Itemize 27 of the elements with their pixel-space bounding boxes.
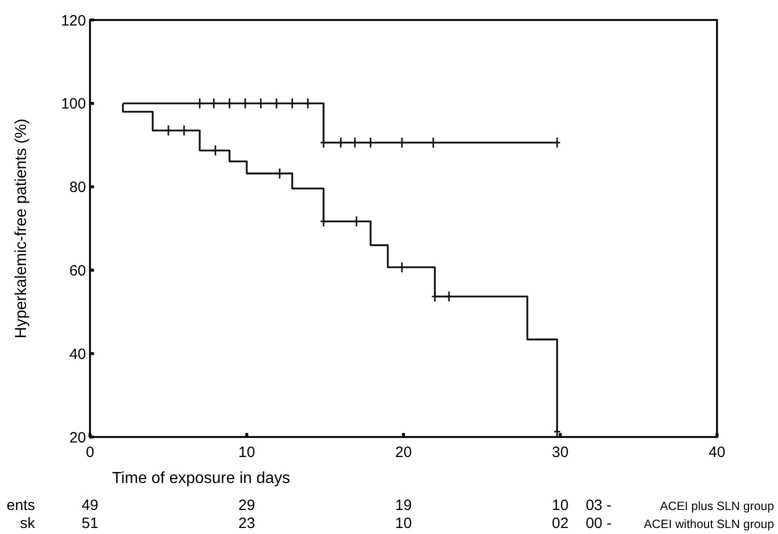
text: 23 <box>238 515 256 532</box>
x-tick-label: 20 <box>395 444 412 461</box>
text: 03 - <box>586 497 612 514</box>
text: 02 <box>552 515 569 532</box>
text: 29 <box>238 497 256 514</box>
text: 19 <box>395 497 412 514</box>
x-tick-label: 10 <box>238 444 256 461</box>
y-tick-label: 80 <box>69 179 86 196</box>
text: 10 <box>552 497 569 514</box>
y-tick-label: 60 <box>69 262 86 280</box>
y-tick-label: 20 <box>69 429 86 446</box>
text: sk <box>20 515 36 532</box>
x-tick-label: 30 <box>552 444 569 461</box>
y-tick-label: 100 <box>60 96 86 113</box>
text: ACEI plus SLN group <box>660 499 774 513</box>
x-tick-label: 40 <box>708 444 726 461</box>
text: 00 - <box>586 515 612 532</box>
text: 10 <box>395 515 412 532</box>
text: 51 <box>82 515 98 532</box>
x-axis-title: Time of exposure in days <box>112 470 290 487</box>
text: ACEI without SLN group <box>644 517 774 531</box>
y-axis-title: Hyperkalemic-free patients (%) <box>13 118 30 338</box>
x-tick-label: 0 <box>86 444 94 461</box>
text: ents <box>6 497 35 514</box>
y-tick-label: 120 <box>60 12 86 30</box>
text: 49 <box>82 497 98 514</box>
y-tick-label: 40 <box>69 346 86 363</box>
